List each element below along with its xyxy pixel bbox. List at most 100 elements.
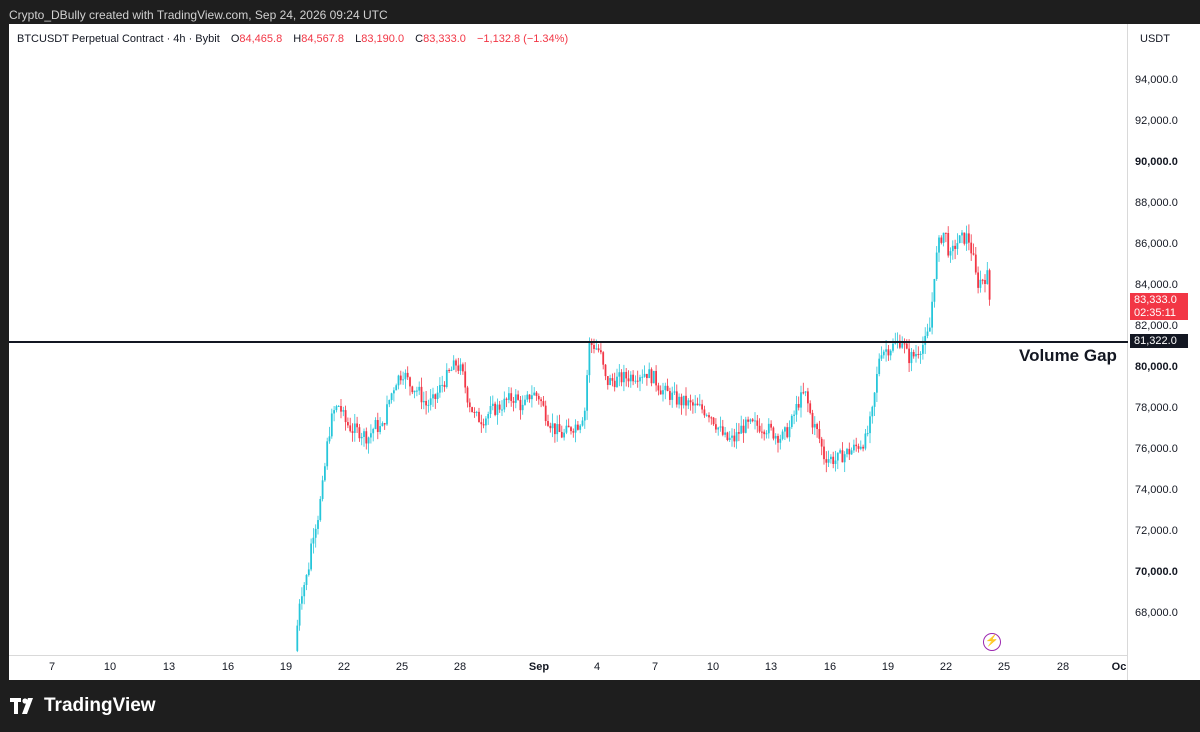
candle-body bbox=[818, 429, 821, 439]
candle-body bbox=[843, 454, 846, 463]
candle-body bbox=[452, 360, 455, 370]
candle-body bbox=[919, 353, 922, 355]
candle-body bbox=[648, 369, 651, 379]
candle-body bbox=[496, 404, 499, 415]
candle-body bbox=[480, 422, 483, 425]
candle-body bbox=[924, 335, 927, 345]
candle-body bbox=[326, 441, 329, 467]
symbol-title[interactable]: BTCUSDT Perpetual Contract · 4h · Bybit bbox=[17, 33, 220, 45]
candle-body bbox=[823, 446, 825, 460]
candle-body bbox=[855, 444, 858, 447]
candle-body bbox=[802, 392, 805, 394]
time-tick-label: 19 bbox=[881, 661, 895, 673]
credit-text: Crypto_DBully created with TradingView.c… bbox=[9, 8, 388, 22]
candle-body bbox=[531, 395, 533, 400]
candle-body bbox=[719, 426, 722, 428]
candle-body bbox=[767, 423, 770, 434]
candle-body bbox=[905, 343, 908, 349]
candle-body bbox=[425, 400, 427, 406]
candle-body bbox=[586, 375, 588, 411]
volume-gap-level-line[interactable] bbox=[9, 341, 1128, 343]
price-tick-label: 86,000.0 bbox=[1135, 238, 1178, 250]
candle-body bbox=[402, 379, 404, 381]
symbol-legend: BTCUSDT Perpetual Contract · 4h · Bybit … bbox=[17, 33, 568, 45]
price-tick-label: 90,000.0 bbox=[1135, 156, 1178, 168]
candle-body bbox=[652, 370, 655, 384]
candle-body bbox=[951, 245, 954, 252]
time-tick-label: 7 bbox=[48, 661, 56, 673]
candle-body bbox=[418, 386, 421, 391]
candle-body bbox=[514, 394, 517, 403]
candle-body bbox=[917, 354, 920, 356]
candle-body bbox=[910, 351, 913, 364]
price-axis-divider bbox=[1127, 24, 1128, 680]
candle-body bbox=[604, 364, 607, 377]
candle-body bbox=[664, 385, 667, 391]
candle-body bbox=[795, 403, 798, 415]
candle-body bbox=[324, 466, 326, 481]
candle-body bbox=[505, 398, 508, 400]
candle-body bbox=[786, 427, 789, 438]
candle-body bbox=[445, 369, 448, 387]
candle-body bbox=[742, 425, 745, 433]
price-tick-label: 82,000.0 bbox=[1135, 320, 1178, 332]
candle-body bbox=[471, 407, 473, 412]
candle-body bbox=[466, 387, 469, 403]
candle-body bbox=[777, 435, 779, 443]
top-bar: Crypto_DBully created with TradingView.c… bbox=[0, 0, 1200, 30]
candle-body bbox=[935, 252, 938, 279]
candle-body bbox=[958, 235, 961, 244]
candle-body bbox=[871, 406, 874, 417]
candle-body bbox=[710, 417, 713, 419]
candle-body bbox=[816, 424, 818, 430]
candle-body bbox=[468, 402, 471, 408]
price-tick-label: 78,000.0 bbox=[1135, 402, 1178, 414]
candle-body bbox=[859, 446, 862, 449]
open-label: O bbox=[230, 33, 240, 45]
candle-body bbox=[521, 404, 524, 411]
candle-body bbox=[673, 391, 676, 393]
candle-body bbox=[646, 373, 648, 379]
candle-body bbox=[549, 425, 552, 429]
candle-body bbox=[797, 403, 800, 408]
price-axis[interactable] bbox=[1128, 24, 1200, 680]
candle-body bbox=[705, 415, 708, 417]
chart-pane[interactable] bbox=[9, 24, 1128, 680]
time-tick-label: 22 bbox=[337, 661, 351, 673]
candle-body bbox=[758, 425, 761, 432]
candle-body bbox=[804, 391, 807, 393]
candle-body bbox=[372, 429, 375, 434]
candle-body bbox=[963, 232, 966, 244]
candle-body bbox=[563, 432, 565, 438]
candle-body bbox=[616, 376, 618, 388]
candle-body bbox=[770, 423, 772, 428]
price-tick-label: 68,000.0 bbox=[1135, 607, 1178, 619]
time-tick-label: 16 bbox=[823, 661, 837, 673]
candle-body bbox=[726, 432, 729, 440]
candle-body bbox=[657, 385, 660, 391]
candle-body bbox=[475, 411, 478, 413]
candle-body bbox=[360, 436, 363, 439]
currency-label[interactable]: USDT bbox=[1140, 33, 1170, 45]
candle-body bbox=[526, 394, 529, 400]
candle-body bbox=[618, 372, 621, 377]
candle-body bbox=[351, 431, 354, 433]
candle-body bbox=[583, 410, 586, 421]
lightning-icon[interactable]: ⚡ bbox=[983, 633, 1001, 651]
candle-body bbox=[547, 421, 549, 426]
candle-body bbox=[751, 419, 754, 422]
tradingview-logo-icon bbox=[10, 698, 38, 714]
candle-body bbox=[570, 427, 572, 432]
time-axis[interactable] bbox=[9, 656, 1128, 680]
candle-body bbox=[931, 301, 933, 328]
candle-body bbox=[873, 392, 876, 407]
candle-body bbox=[388, 400, 391, 405]
candle-body bbox=[395, 385, 398, 391]
candle-body bbox=[979, 279, 982, 288]
candle-body bbox=[312, 537, 315, 544]
candle-body bbox=[579, 425, 582, 430]
candle-body bbox=[761, 431, 763, 433]
candle-body bbox=[968, 233, 970, 243]
candle-body bbox=[908, 348, 910, 364]
candle-body bbox=[974, 254, 977, 273]
